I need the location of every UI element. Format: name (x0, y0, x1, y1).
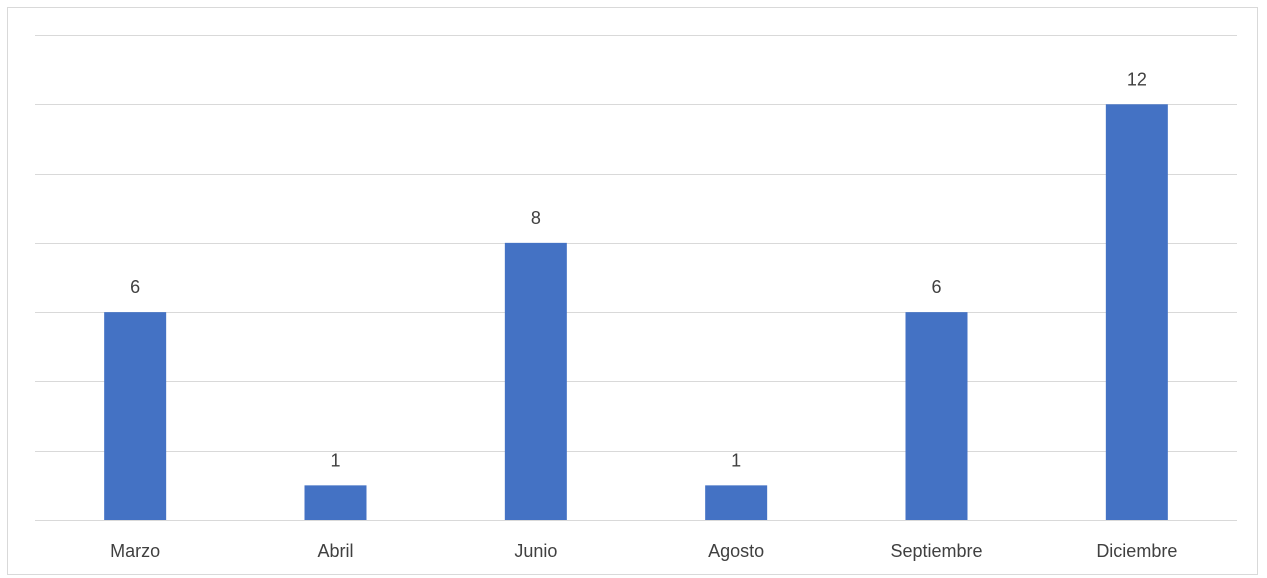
category-label-diciembre: Diciembre (1096, 541, 1177, 561)
gridlines (35, 35, 1237, 521)
data-label-septiembre: 6 (931, 277, 941, 297)
data-labels: 6 1 8 1 6 12 (130, 69, 1147, 470)
category-label-agosto: Agosto (708, 541, 764, 561)
data-label-junio: 8 (531, 208, 541, 228)
bars (104, 104, 1168, 521)
data-label-diciembre: 12 (1127, 69, 1147, 89)
category-axis-labels: Marzo Abril Junio Agosto Septiembre Diciembre (110, 541, 1177, 561)
bar-marzo (104, 312, 167, 520)
bar-agosto (705, 485, 768, 520)
data-label-marzo: 6 (130, 277, 140, 297)
category-label-septiembre: Septiembre (890, 541, 982, 561)
bar-junio (504, 242, 567, 520)
bar-septiembre (905, 312, 968, 520)
category-label-junio: Junio (514, 541, 557, 561)
category-label-abril: Abril (317, 541, 353, 561)
data-label-abril: 1 (330, 450, 340, 470)
chart-area (7, 7, 1258, 575)
data-label-agosto: 1 (731, 450, 741, 470)
bar-diciembre (1105, 104, 1168, 521)
category-label-marzo: Marzo (110, 541, 160, 561)
bar-abril (304, 485, 367, 520)
